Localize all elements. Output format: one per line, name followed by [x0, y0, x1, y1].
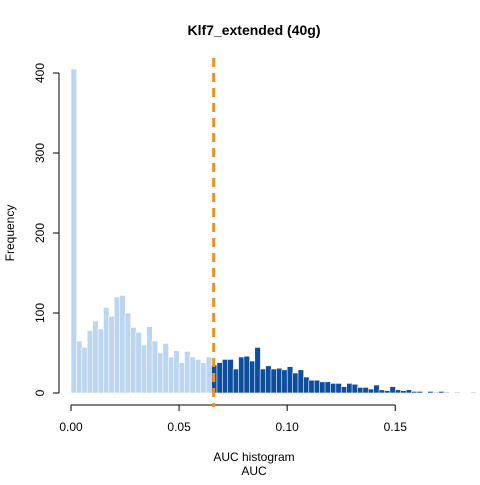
y-tick-label: 0	[33, 389, 47, 396]
histogram-bar	[470, 391, 477, 394]
histogram-bar	[438, 391, 445, 394]
histogram-bar	[303, 376, 310, 394]
histogram-bars	[70, 68, 477, 394]
histogram-bar	[357, 387, 364, 394]
histogram-bar	[243, 355, 250, 394]
histogram-bar	[276, 367, 283, 394]
x-tick-label: 0.10	[275, 420, 299, 434]
histogram-bar	[157, 352, 164, 394]
histogram-bar	[254, 347, 261, 394]
histogram-bar	[297, 369, 304, 394]
histogram-bar	[238, 356, 245, 394]
histogram-bar	[351, 383, 359, 394]
histogram-bar	[205, 356, 213, 394]
histogram-bar	[86, 330, 94, 394]
chart-title: Klf7_extended (40g)	[187, 22, 320, 38]
histogram-bar	[189, 356, 196, 394]
histogram-bar	[200, 362, 207, 394]
histogram-bar	[162, 343, 169, 394]
histogram-bar	[454, 391, 461, 394]
histogram-bar	[324, 381, 332, 394]
histogram-bar	[108, 315, 115, 394]
histogram-bar	[140, 344, 148, 394]
histogram-bar	[443, 391, 450, 394]
y-tick-label: 100	[33, 303, 47, 323]
y-tick-label: 400	[33, 63, 47, 83]
y-tick-label: 300	[33, 143, 47, 163]
histogram-bar	[373, 384, 380, 394]
histogram-bar	[432, 391, 440, 394]
histogram-bar	[232, 368, 240, 394]
histogram-bar	[222, 359, 229, 394]
histogram-bar	[319, 381, 326, 394]
histogram-bar	[281, 369, 288, 394]
histogram-bar	[146, 326, 153, 394]
histogram-bar	[92, 320, 99, 394]
histogram-bar	[151, 340, 159, 394]
histogram-bar	[346, 383, 353, 394]
histogram-bar	[167, 356, 175, 394]
histogram-bar	[76, 340, 83, 394]
histogram-bar	[135, 331, 142, 394]
x-axis-label: AUC	[241, 464, 267, 478]
histogram-bar	[286, 366, 294, 394]
y-tick-label: 200	[33, 223, 47, 243]
x-tick-label: 0.15	[384, 420, 408, 434]
histogram-bar	[216, 362, 223, 394]
histogram-bar	[249, 360, 256, 394]
x-tick-label: 0.05	[167, 420, 191, 434]
histogram-bar	[313, 379, 321, 394]
histogram-bar	[362, 387, 369, 394]
histogram-bar	[259, 368, 267, 394]
histogram-bar	[335, 383, 342, 394]
histogram-bar	[195, 359, 202, 394]
x-axis-sublabel: AUC histogram	[213, 450, 294, 464]
histogram-bar	[70, 68, 77, 394]
histogram-bar	[227, 359, 234, 394]
histogram-bar	[384, 390, 391, 394]
histogram-bar	[411, 391, 418, 394]
histogram-bar	[405, 389, 413, 394]
histogram-bar	[427, 391, 434, 394]
histogram-bar	[378, 389, 386, 394]
histogram-bar	[103, 307, 110, 394]
y-axis: 0 100 200 300 400	[33, 63, 60, 396]
histogram-bar	[394, 389, 402, 394]
histogram-bar	[270, 368, 277, 394]
histogram-bar	[173, 350, 180, 394]
histogram-bar	[367, 388, 375, 394]
histogram-bar	[124, 312, 132, 394]
histogram-bar	[113, 296, 121, 394]
histogram-bar	[340, 386, 348, 394]
histogram-bar	[184, 351, 191, 394]
x-tick-label: 0.00	[59, 420, 83, 434]
histogram-bar	[308, 379, 315, 394]
histogram-bar	[265, 365, 272, 394]
histogram-bar	[130, 327, 137, 394]
histogram-bar	[97, 328, 105, 394]
histogram-bar	[292, 372, 299, 394]
y-axis-label: Frequency	[3, 205, 17, 262]
histogram-bar	[400, 390, 407, 394]
x-axis: 0.00 0.05 0.10 0.15	[59, 404, 408, 434]
histogram-bar	[81, 347, 88, 394]
histogram-bar	[178, 362, 186, 394]
histogram-bar	[119, 295, 126, 394]
histogram-bar	[389, 386, 396, 394]
histogram-bar	[330, 383, 337, 394]
histogram-bar	[416, 391, 423, 394]
